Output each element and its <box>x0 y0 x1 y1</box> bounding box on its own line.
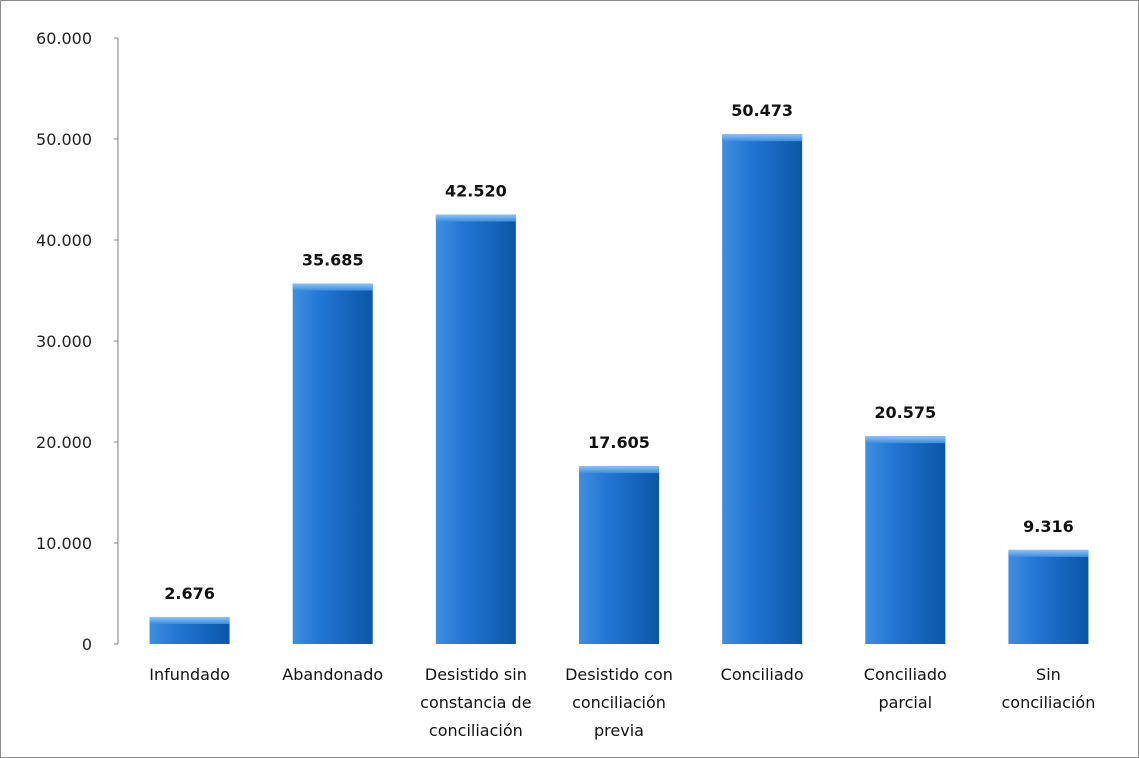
data-label: 20.575 <box>874 403 936 422</box>
bar <box>435 214 516 644</box>
x-tick-label: conciliación <box>572 693 666 712</box>
bar <box>579 466 659 644</box>
bar-body <box>722 134 803 644</box>
x-tick-label: Infundado <box>149 665 230 684</box>
bar-body <box>579 466 659 644</box>
y-tick-label: 50.000 <box>36 130 92 149</box>
bar <box>149 616 230 644</box>
bar-top <box>722 134 803 142</box>
bar-top <box>865 436 946 444</box>
x-tick-label: Desistido con <box>565 665 673 684</box>
bar-body <box>865 436 946 644</box>
bar <box>722 134 803 644</box>
x-tick-label: conciliación <box>1002 693 1096 712</box>
x-tick-label: Conciliado <box>721 665 804 684</box>
data-label: 50.473 <box>731 101 793 120</box>
bar-top <box>292 283 373 291</box>
bars <box>149 134 1089 644</box>
data-label: 2.676 <box>164 584 215 603</box>
bar <box>865 436 946 644</box>
bar-body <box>1008 549 1089 644</box>
x-tick-label: parcial <box>878 693 932 712</box>
x-tick-label: Sin <box>1036 665 1061 684</box>
bar <box>1008 549 1089 644</box>
bar <box>292 283 373 644</box>
x-tick-label: Conciliado <box>864 665 947 684</box>
y-tick-label: 20.000 <box>36 433 92 452</box>
bar-body <box>292 283 373 644</box>
bar-top <box>579 466 659 474</box>
y-tick-label: 40.000 <box>36 231 92 250</box>
y-tick-label: 60.000 <box>36 29 92 48</box>
y-tick-label: 0 <box>82 635 92 654</box>
data-label: 42.520 <box>445 182 507 201</box>
x-tick-label: Desistido sin <box>425 665 527 684</box>
y-tick-label: 30.000 <box>36 332 92 351</box>
x-tick-label: Abandonado <box>282 665 383 684</box>
y-tick-label: 10.000 <box>36 534 92 553</box>
labels: 2.676 Infundado 35.685 Abandonado 42.520 Desi… <box>149 101 1095 740</box>
data-label: 17.605 <box>588 433 650 452</box>
bar-top <box>435 214 516 222</box>
bar-top <box>149 616 230 624</box>
axes: 0 10.000 20.000 30.000 40.000 50.000 60.000 <box>36 29 119 654</box>
bar-top <box>1008 549 1089 557</box>
x-tick-label: conciliación <box>429 721 523 740</box>
data-label: 35.685 <box>302 251 364 270</box>
x-tick-label: previa <box>594 721 644 740</box>
data-label: 9.316 <box>1023 517 1074 536</box>
bar-body <box>435 214 516 644</box>
x-tick-label: constancia de <box>420 693 531 712</box>
